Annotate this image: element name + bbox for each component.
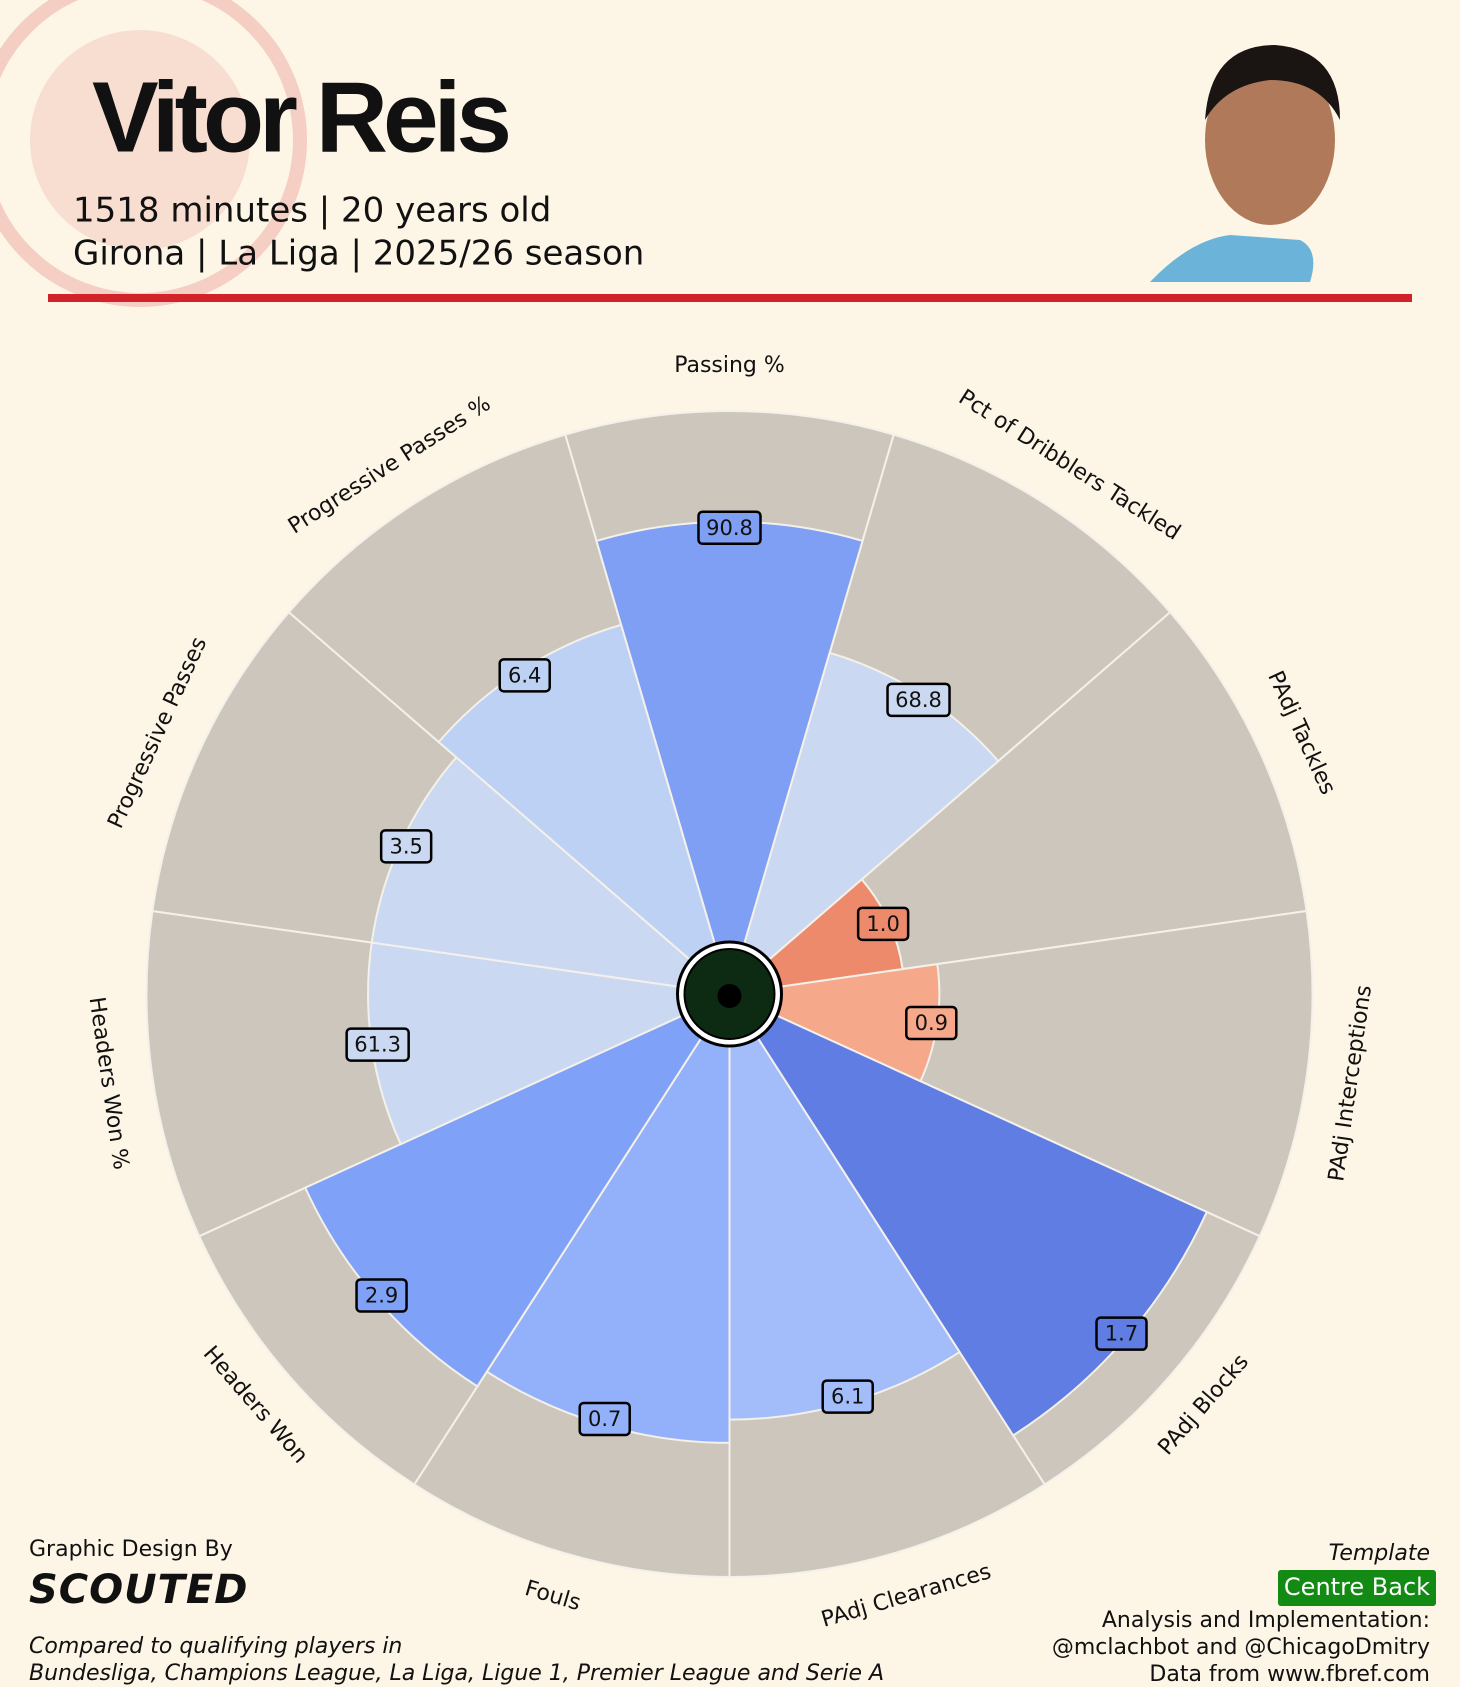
value-label: 90.8 bbox=[706, 516, 753, 540]
title: Vitor Reis bbox=[92, 61, 508, 173]
value-label: 0.7 bbox=[588, 1407, 621, 1431]
credit: Analysis and Implementation: bbox=[1102, 1608, 1430, 1633]
value-box bbox=[578, 1401, 631, 1437]
value-box bbox=[498, 658, 551, 693]
value-box bbox=[355, 1278, 408, 1313]
hub-patch bbox=[717, 984, 742, 1008]
value-box bbox=[697, 510, 762, 546]
value-label: 0.9 bbox=[915, 1011, 948, 1035]
value-box bbox=[821, 1379, 874, 1414]
value-box bbox=[905, 1005, 958, 1041]
value-label: 6.4 bbox=[508, 663, 541, 687]
value-label: 6.1 bbox=[831, 1385, 864, 1409]
value-label: 68.8 bbox=[895, 688, 942, 712]
template-label: Template bbox=[1329, 1541, 1430, 1566]
value-label: 3.5 bbox=[389, 834, 422, 858]
value-box bbox=[345, 1027, 410, 1062]
subtitle: 1518 minutes | 20 years old bbox=[73, 191, 551, 231]
divider bbox=[48, 294, 1412, 302]
brand: SCOUTED bbox=[29, 1567, 248, 1613]
value-label: 1.0 bbox=[866, 912, 899, 936]
template: Centre Back bbox=[1284, 1573, 1430, 1601]
value-label: 61.3 bbox=[354, 1033, 401, 1057]
value-box bbox=[886, 682, 951, 718]
player-photo bbox=[1150, 45, 1340, 282]
template-badge bbox=[1278, 1570, 1436, 1606]
value-label: 1.7 bbox=[1105, 1322, 1138, 1346]
credit: Data from www.fbref.com bbox=[1149, 1662, 1430, 1687]
comparison-note: Compared to qualifying players in bbox=[29, 1634, 402, 1659]
comparison-note: Bundesliga, Champions League, La Liga, L… bbox=[29, 1661, 884, 1686]
value-box bbox=[379, 829, 433, 864]
value-box bbox=[1095, 1316, 1148, 1351]
value-box bbox=[856, 906, 910, 942]
subtitle: Girona | La Liga | 2025/26 season bbox=[73, 234, 644, 274]
design-credit: Graphic Design By bbox=[29, 1537, 233, 1562]
category-label: Passing % bbox=[674, 353, 785, 378]
credit: @mclachbot and @ChicagoDmitry bbox=[1052, 1635, 1430, 1660]
value-label: 2.9 bbox=[365, 1283, 398, 1307]
